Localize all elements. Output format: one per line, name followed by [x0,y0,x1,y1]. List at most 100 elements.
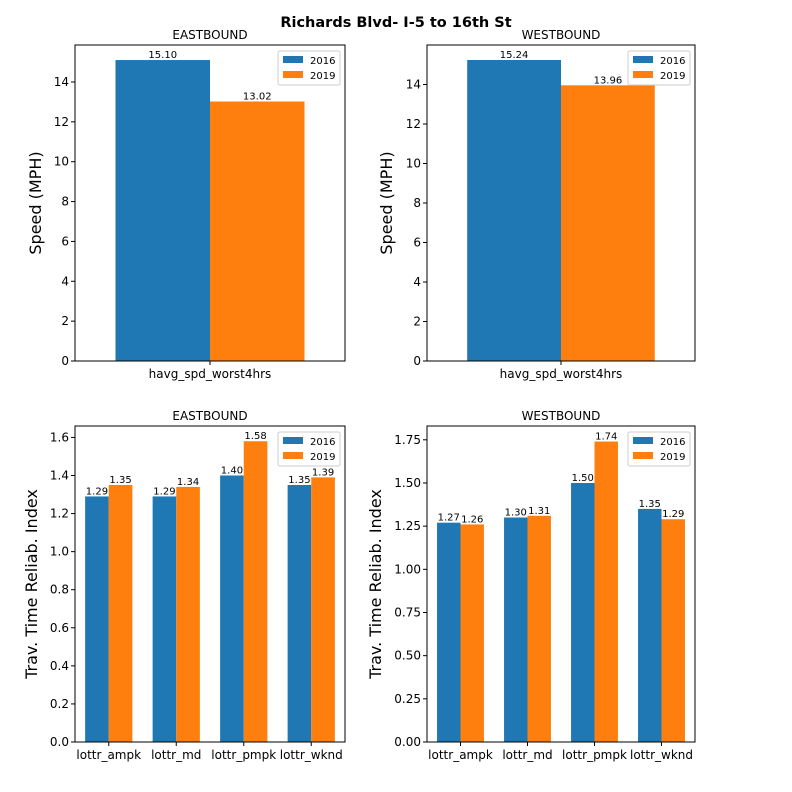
y-axis-label: Trav. Time Reliab. Index [22,489,41,680]
bar-2016-lottr_md [152,496,177,742]
y-tick-label: 14 [54,75,69,89]
y-tick-label: 0.25 [394,692,421,706]
panel-lottr-westbound: 1.27 1.30 1.50 1.35 1.26 1.31 1.74 1.29 0.00 0.25… [366,409,696,762]
y-tick-label: 2 [61,314,69,328]
bar-value-label: 1.34 [177,477,199,488]
y-tick-label: 0.50 [394,649,421,663]
y-tick-label: 1.50 [394,476,421,490]
x-tick-label: havg_spd_worst4hrs [149,367,272,381]
bar-2016-lottr_ampk [437,522,461,742]
legend-swatch-2019 [633,71,653,78]
x-tick-label: lottr_pmpk [562,748,627,762]
x-tick-label: lottr_pmpk [211,748,276,762]
bar-2019-lottr_wknd [311,477,335,742]
bar-value-label: 1.26 [461,514,483,525]
y-tick-label: 10 [54,155,69,169]
y-tick-label: 1.75 [394,433,421,447]
x-tick-label: lottr_md [151,748,201,762]
panel-lottr-eastbound: 1.29 1.29 1.40 1.35 1.35 1.34 1.58 1.39 0.0 0.2 0.… [22,409,346,762]
y-tick-label: 0.75 [394,605,421,619]
bar-2019-havg_spd_worst4hrs [561,85,655,361]
y-tick-label: 0.00 [394,735,421,749]
bar-2019-lottr_pmpk [594,441,618,742]
y-tick-label: 8 [413,196,421,210]
bar-2016-lottr_md [504,517,528,742]
bar-value-label: 1.39 [312,467,334,478]
bar-value-label: 1.30 [505,508,527,519]
y-tick-label: 0 [61,354,69,368]
y-tick-label: 0.0 [50,735,69,749]
legend: 2016 2019 [627,431,691,467]
y-tick-label: 0 [413,354,421,368]
y-tick-label: 2 [413,315,421,329]
y-tick-label: 8 [61,195,69,209]
legend-label: 2016 [660,56,685,67]
y-tick-label: 0.4 [50,659,69,673]
x-tick-label: lottr_wknd [280,748,343,762]
axes-frame [74,425,346,743]
legend-swatch-2019 [283,452,303,459]
bar-2019-lottr_ampk [108,485,133,742]
x-tick-label: lottr_md [502,748,552,762]
y-tick-label: 0.8 [50,583,69,597]
y-tick-label: 4 [61,274,69,288]
bar-2019-havg_spd_worst4hrs [210,101,305,362]
bar-value-label: 15.24 [500,50,529,61]
bar-value-label: 1.58 [244,431,266,442]
bar-value-label: 1.29 [662,509,684,520]
y-tick-label: 0.6 [50,621,69,635]
figure-title: Richards Blvd- I-5 to 16th St [280,15,511,31]
legend-swatch-2019 [633,452,653,459]
legend: 2016 2019 [277,431,341,467]
legend-label: 2019 [310,452,335,463]
y-tick-label: 6 [61,234,69,248]
bar-2019-lottr_ampk [460,524,484,742]
bar-2016-lottr_ampk [85,496,109,742]
bar-value-label: 1.35 [109,475,131,486]
y-tick-label: 12 [54,115,69,129]
bar-2016-lottr_pmpk [220,475,244,742]
legend-label: 2016 [310,437,335,448]
y-tick-label: 1.2 [50,507,69,521]
y-tick-label: 1.00 [394,562,421,576]
bar-2019-lottr_pmpk [243,441,268,742]
y-tick-label: 10 [406,157,421,171]
y-tick-label: 12 [406,117,421,131]
y-tick-label: 1.6 [50,430,69,444]
bar-value-label: 1.31 [528,506,550,517]
legend: 2016 2019 [627,50,691,86]
x-tick-label: havg_spd_worst4hrs [500,367,623,381]
panel-title: EASTBOUND [172,28,247,42]
legend-label: 2019 [660,71,685,82]
bar-2019-lottr_md [176,486,200,742]
panel-speed-westbound: 15.24 13.96 0 2 4 6 8 10 12 14 havg_spd_worst4hrs W… [377,28,696,381]
panel-title: WESTBOUND [522,28,601,42]
y-tick-label: 6 [413,236,421,250]
legend-swatch-2016 [283,56,303,63]
y-tick-label: 1.25 [394,519,421,533]
x-tick-label: lottr_ampk [76,748,141,762]
bar-2016-havg_spd_worst4hrs [115,60,210,362]
bar-value-label: 1.35 [288,475,310,486]
bar-value-label: 1.29 [153,486,175,497]
legend-swatch-2016 [633,437,653,444]
chart-panels: 15.10 13.02 0 2 4 6 8 10 12 14 havg_spd_worst4hrs E… [22,28,696,762]
bar-value-label: 13.96 [594,75,623,86]
y-tick-label: 14 [406,78,421,92]
bar-value-label: 1.74 [595,432,617,443]
bar-2016-havg_spd_worst4hrs [467,60,561,361]
legend: 2016 2019 [277,50,341,86]
bar-2016-lottr_pmpk [571,482,595,742]
y-axis-label: Trav. Time Reliab. Index [366,489,385,680]
bar-value-label: 1.27 [438,513,460,524]
bar-2019-lottr_md [527,515,551,742]
bar-value-label: 1.29 [86,486,108,497]
y-tick-label: 4 [413,275,421,289]
bar-value-label: 13.02 [243,92,272,103]
x-tick-label: lottr_wknd [630,748,693,762]
panel-title: EASTBOUND [172,409,247,423]
panel-title: WESTBOUND [522,409,601,423]
legend-swatch-2016 [633,56,653,63]
bar-2016-lottr_wknd [287,485,312,742]
